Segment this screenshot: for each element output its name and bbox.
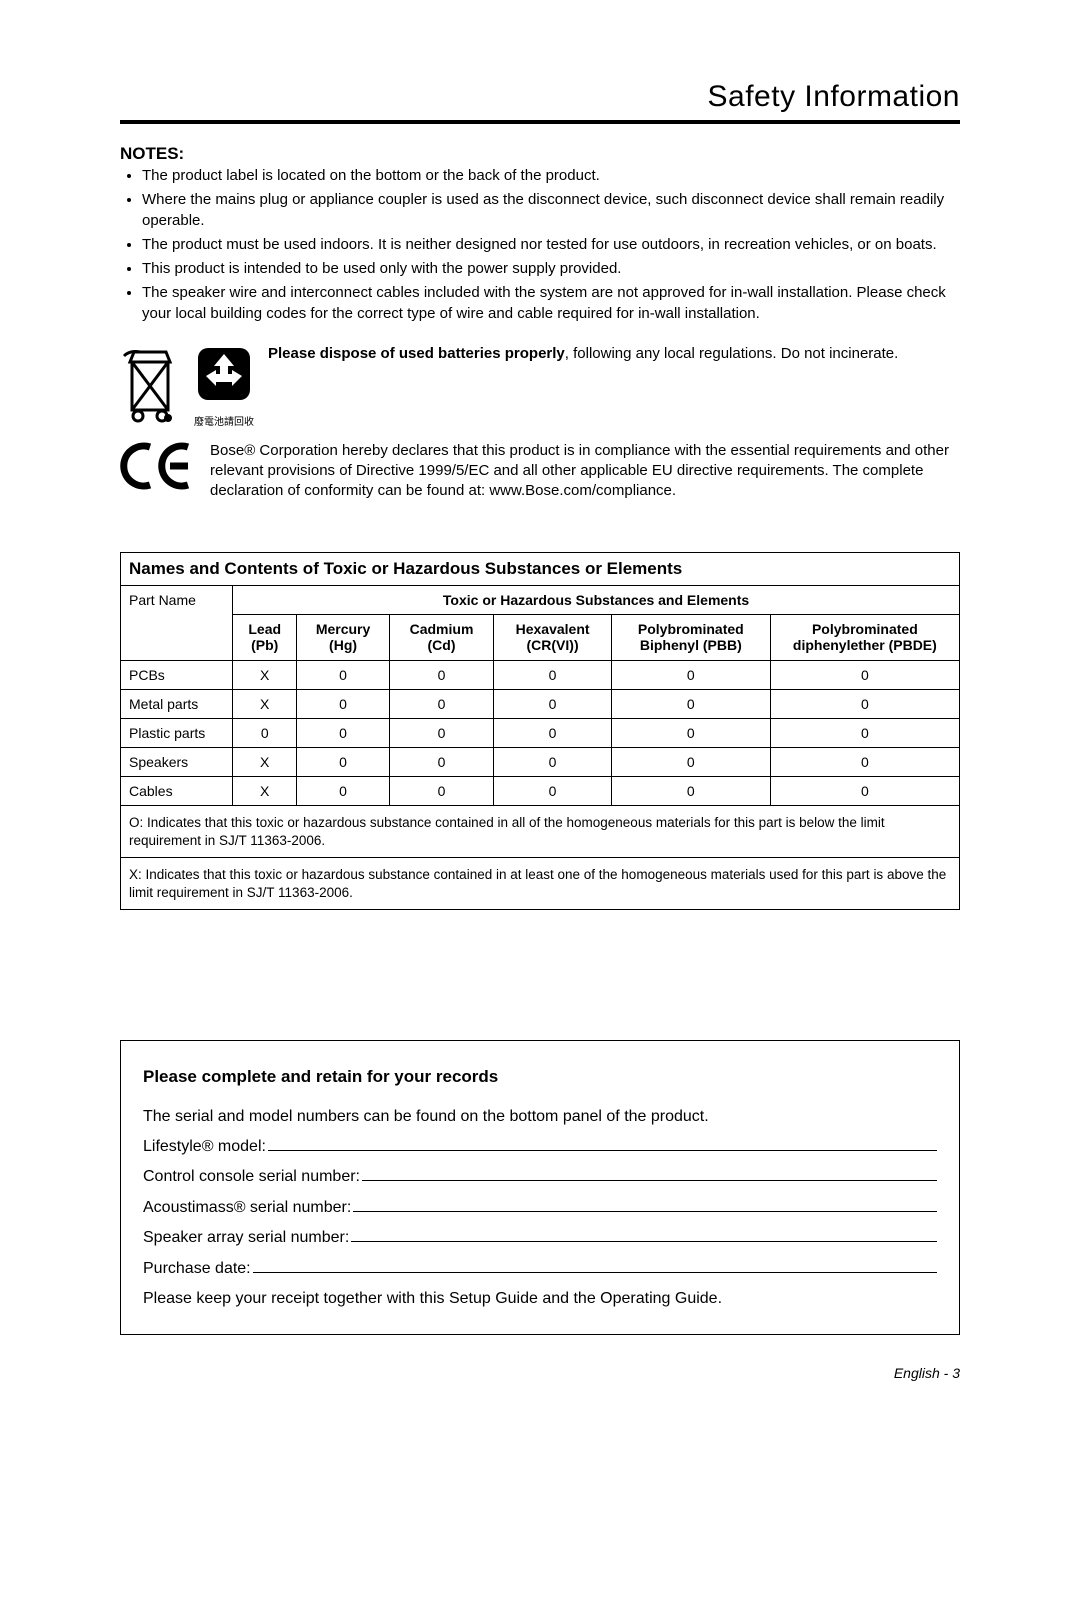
- fill-line: [362, 1165, 937, 1181]
- col-header: PolybrominatedBiphenyl (PBB): [611, 614, 770, 661]
- cell: 0: [494, 661, 612, 690]
- records-box: Please complete and retain for your reco…: [120, 1040, 960, 1335]
- note-item: This product is intended to be used only…: [142, 259, 960, 279]
- note-x: X: Indicates that this toxic or hazardou…: [121, 858, 960, 910]
- table-row: X: Indicates that this toxic or hazardou…: [121, 858, 960, 910]
- cell: 0: [611, 690, 770, 719]
- note-item: The product label is located on the bott…: [142, 166, 960, 186]
- records-intro: The serial and model numbers can be foun…: [143, 1102, 937, 1132]
- field-label: Control console serial number:: [143, 1162, 360, 1192]
- page-title: Safety Information: [120, 80, 960, 114]
- table-row: Part Name Toxic or Hazardous Substances …: [121, 585, 960, 614]
- battery-disposal-row: 廢電池請回收 Please dispose of used batteries …: [120, 344, 960, 429]
- cell: 0: [611, 777, 770, 806]
- cell: X: [233, 661, 297, 690]
- cell: 0: [233, 719, 297, 748]
- col-header: Cadmium(Cd): [389, 614, 494, 661]
- battery-text: Please dispose of used batteries properl…: [268, 344, 960, 364]
- record-field: Acoustimass® serial number:: [143, 1193, 937, 1223]
- record-field: Control console serial number:: [143, 1162, 937, 1192]
- records-outro: Please keep your receipt together with t…: [143, 1284, 937, 1314]
- hazmat-table: Names and Contents of Toxic or Hazardous…: [120, 552, 960, 911]
- note-item: Where the mains plug or appliance couple…: [142, 190, 960, 231]
- cell: 0: [389, 777, 494, 806]
- col-header: Polybrominateddiphenylether (PBDE): [770, 614, 959, 661]
- page-footer: English - 3: [120, 1365, 960, 1381]
- cell: 0: [389, 719, 494, 748]
- table-row: Speakers X 0 0 0 0 0: [121, 748, 960, 777]
- part-name: Cables: [121, 777, 233, 806]
- note-item: The speaker wire and interconnect cables…: [142, 283, 960, 324]
- table-row: Cables X 0 0 0 0 0: [121, 777, 960, 806]
- ce-mark-icon: [120, 441, 196, 496]
- cell: 0: [494, 719, 612, 748]
- ce-text: Bose® Corporation hereby declares that t…: [210, 441, 960, 502]
- part-name-header: Part Name: [121, 585, 233, 661]
- cell: 0: [611, 661, 770, 690]
- cell: 0: [297, 661, 389, 690]
- cell: 0: [770, 661, 959, 690]
- record-field: Speaker array serial number:: [143, 1223, 937, 1253]
- battery-recycle-icon: 廢電池請回收: [194, 344, 254, 428]
- col-header: Hexavalent(CR(VI)): [494, 614, 612, 661]
- cell: X: [233, 777, 297, 806]
- part-name: Metal parts: [121, 690, 233, 719]
- cell: 0: [770, 777, 959, 806]
- field-label: Speaker array serial number:: [143, 1223, 349, 1253]
- records-title: Please complete and retain for your reco…: [143, 1061, 937, 1093]
- note-o: O: Indicates that this toxic or hazardou…: [121, 806, 960, 858]
- cell: 0: [297, 777, 389, 806]
- fill-line: [268, 1135, 937, 1151]
- note-item: The product must be used indoors. It is …: [142, 235, 960, 255]
- fill-line: [351, 1226, 937, 1242]
- cell: 0: [770, 719, 959, 748]
- cell: X: [233, 690, 297, 719]
- cell: 0: [770, 690, 959, 719]
- cell: 0: [297, 748, 389, 777]
- cell: 0: [389, 748, 494, 777]
- cell: 0: [297, 719, 389, 748]
- header-rule: [120, 120, 960, 124]
- cell: 0: [770, 748, 959, 777]
- part-name: Speakers: [121, 748, 233, 777]
- cell: 0: [494, 748, 612, 777]
- field-label: Acoustimass® serial number:: [143, 1193, 351, 1223]
- fill-line: [253, 1257, 937, 1273]
- fill-line: [353, 1196, 937, 1212]
- cell: 0: [494, 690, 612, 719]
- table-row: Plastic parts 0 0 0 0 0 0: [121, 719, 960, 748]
- recycle-caption: 廢電池請回收: [194, 413, 254, 428]
- table-row: O: Indicates that this toxic or hazardou…: [121, 806, 960, 858]
- field-label: Lifestyle® model:: [143, 1132, 266, 1162]
- record-field: Lifestyle® model:: [143, 1132, 937, 1162]
- wheelie-bin-icon: [120, 344, 180, 429]
- group-header: Toxic or Hazardous Substances and Elemen…: [233, 585, 960, 614]
- cell: 0: [494, 777, 612, 806]
- cell: 0: [389, 690, 494, 719]
- hazmat-title: Names and Contents of Toxic or Hazardous…: [121, 552, 960, 585]
- cell: 0: [389, 661, 494, 690]
- ce-row: Bose® Corporation hereby declares that t…: [120, 441, 960, 502]
- notes-list: The product label is located on the bott…: [120, 166, 960, 324]
- cell: X: [233, 748, 297, 777]
- battery-bold: Please dispose of used batteries properl…: [268, 345, 565, 362]
- part-name: Plastic parts: [121, 719, 233, 748]
- table-row: Metal parts X 0 0 0 0 0: [121, 690, 960, 719]
- notes-heading: NOTES:: [120, 144, 960, 164]
- battery-rest: , following any local regulations. Do no…: [565, 345, 899, 362]
- col-header: Mercury(Hg): [297, 614, 389, 661]
- page: Safety Information NOTES: The product la…: [0, 0, 1080, 1421]
- cell: 0: [611, 719, 770, 748]
- cell: 0: [611, 748, 770, 777]
- table-row: Names and Contents of Toxic or Hazardous…: [121, 552, 960, 585]
- record-field: Purchase date:: [143, 1254, 937, 1284]
- cell: 0: [297, 690, 389, 719]
- col-header: Lead(Pb): [233, 614, 297, 661]
- table-row: PCBs X 0 0 0 0 0: [121, 661, 960, 690]
- table-row: Lead(Pb) Mercury(Hg) Cadmium(Cd) Hexaval…: [121, 614, 960, 661]
- field-label: Purchase date:: [143, 1254, 251, 1284]
- part-name: PCBs: [121, 661, 233, 690]
